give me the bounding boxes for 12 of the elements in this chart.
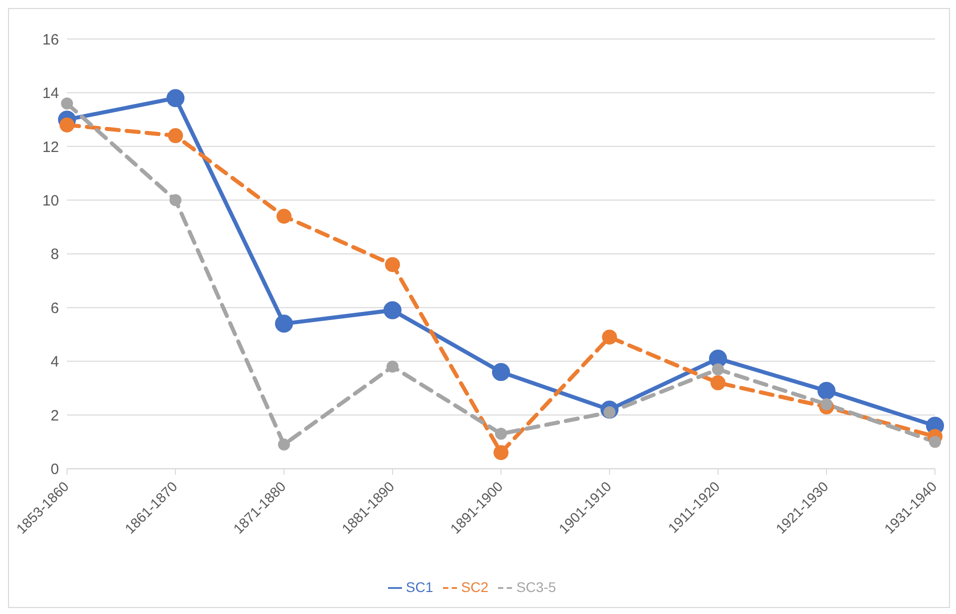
y-tick-label: 12 (42, 138, 59, 156)
y-tick-label: 4 (50, 354, 59, 371)
y-tick-label: 16 (42, 31, 59, 48)
legend-label: SC3-5 (516, 578, 556, 595)
y-tick-label: 14 (42, 85, 59, 102)
y-tick-label: 10 (42, 192, 59, 210)
y-tick-label: 0 (50, 461, 59, 478)
y-tick-label: 2 (50, 407, 59, 424)
y-tick-label: 8 (50, 246, 59, 264)
legend-label: SC2 (461, 578, 488, 595)
legend-label: SC1 (406, 578, 434, 595)
y-tick-label: 6 (50, 300, 59, 317)
